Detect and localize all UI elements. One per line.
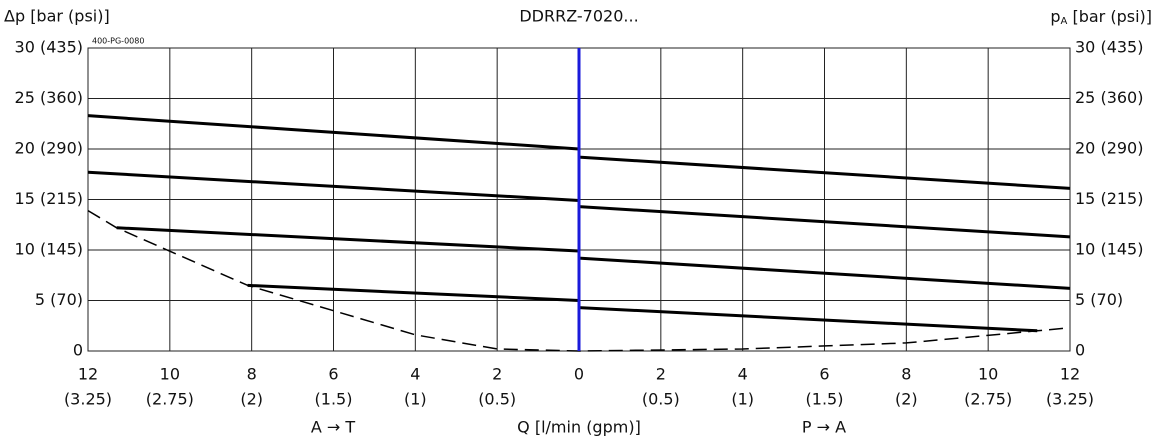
x-tick-sublabel: (1.5): [806, 390, 844, 409]
y2-tick-label: 5 (70): [1075, 290, 1123, 309]
y-tick-label: 0: [73, 341, 83, 360]
x-tick-sublabel: (3.25): [1046, 390, 1094, 409]
y-tick-label: 15 (215): [15, 189, 83, 208]
x-tick-sublabel: (1.5): [315, 390, 353, 409]
x-left-label: A → T: [311, 418, 356, 437]
x-tick-label: 8: [901, 365, 911, 384]
x-tick-label: 10: [160, 365, 180, 384]
x-axis-label: Q [l/min (gpm)]: [517, 418, 641, 437]
x-tick-sublabel: (1): [404, 390, 427, 409]
x-tick-sublabel: (2.75): [964, 390, 1012, 409]
y-tick-label: 30 (435): [15, 38, 83, 57]
pressure-line: [116, 226, 1071, 290]
x-tick-label: 2: [492, 365, 502, 384]
x-tick-label: 10: [978, 365, 998, 384]
y2-tick-label: 25 (360): [1075, 88, 1143, 107]
x-tick-label: 6: [328, 365, 338, 384]
y2-label-sub: A: [1061, 16, 1068, 27]
x-tick-label: 4: [738, 365, 748, 384]
y2-label-main: p: [1050, 7, 1060, 26]
y-tick-label: 5 (70): [35, 290, 83, 309]
y-axis-label: Δp [bar (psi)]: [4, 7, 110, 26]
x-tick-label: 8: [247, 365, 257, 384]
x-tick-sublabel: (0.5): [642, 390, 680, 409]
x-tick-label: 12: [78, 365, 98, 384]
x-tick-label: 6: [819, 365, 829, 384]
x-right-label: P → A: [802, 418, 846, 437]
y2-tick-label: 20 (290): [1075, 139, 1143, 158]
x-tick-label: 4: [410, 365, 420, 384]
y2-tick-label: 10 (145): [1075, 240, 1143, 259]
pressure-line: [87, 170, 1071, 239]
y-tick-label: 20 (290): [15, 139, 83, 158]
x-tick-sublabel: (2): [895, 390, 918, 409]
x-tick-label: 0: [574, 365, 584, 384]
x-tick-sublabel: (3.25): [64, 390, 112, 409]
pressure-line: [87, 114, 1071, 190]
x-tick-sublabel: (0.5): [478, 390, 516, 409]
y2-tick-label: 0: [1075, 341, 1085, 360]
pressure-line: [247, 283, 1038, 333]
chart-title: DDRRZ-7020...: [519, 7, 638, 26]
x-tick-sublabel: (2.75): [146, 390, 194, 409]
x-tick-sublabel: (1): [731, 390, 754, 409]
x-tick-label: 2: [656, 365, 666, 384]
y2-axis-label: pA [bar (psi)]: [1050, 7, 1152, 28]
figure-code: 400-PG-0080: [92, 37, 144, 46]
y2-label-rest: [bar (psi)]: [1067, 7, 1152, 26]
limit-curve: [87, 209, 1071, 352]
y2-tick-label: 30 (435): [1075, 38, 1143, 57]
y2-tick-label: 15 (215): [1075, 189, 1143, 208]
y-tick-label: 10 (145): [15, 240, 83, 259]
x-tick-sublabel: (2): [240, 390, 263, 409]
x-tick-label: 12: [1060, 365, 1080, 384]
y-tick-label: 25 (360): [15, 88, 83, 107]
